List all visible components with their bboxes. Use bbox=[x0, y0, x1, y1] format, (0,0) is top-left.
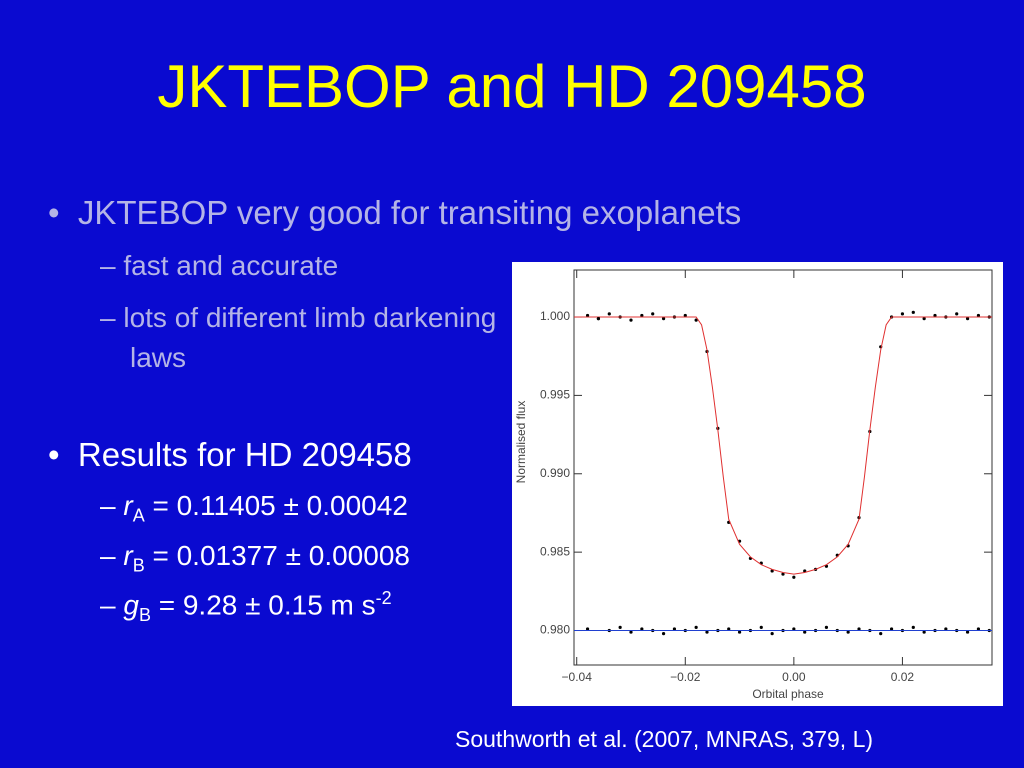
data-point bbox=[640, 313, 644, 318]
data-point bbox=[933, 313, 937, 318]
data-point bbox=[737, 630, 742, 634]
data-point bbox=[651, 312, 655, 316]
x-tick-label: −0.02 bbox=[670, 670, 701, 684]
sub-bullet: – rA = 0.11405 ± 0.00042 bbox=[100, 490, 408, 526]
x-axis-label: Orbital phase bbox=[752, 687, 824, 701]
sub-text: fast and accurate bbox=[123, 250, 339, 281]
subscript: A bbox=[132, 505, 145, 526]
data-point bbox=[944, 627, 948, 631]
symbol: r bbox=[123, 490, 133, 521]
y-tick-label: 1.000 bbox=[540, 309, 570, 323]
sub-text: = 0.11405 ± 0.00042 bbox=[144, 490, 408, 521]
bullet: • JKTEBOP very good for transiting exopl… bbox=[48, 194, 742, 231]
data-point bbox=[629, 318, 633, 322]
symbol: g bbox=[123, 589, 139, 621]
sub-bullet: – fast and accurate bbox=[100, 250, 339, 281]
data-point bbox=[911, 310, 915, 314]
subscript: B bbox=[132, 555, 145, 576]
model-line bbox=[574, 316, 992, 575]
x-tick-label: 0.02 bbox=[891, 670, 915, 684]
data-point bbox=[759, 625, 763, 629]
y-tick-label: 0.990 bbox=[540, 466, 570, 480]
slide-title: JKTEBOP and HD 209458 bbox=[157, 53, 867, 120]
y-axis-label: Normalised flux bbox=[514, 401, 528, 484]
data-point bbox=[640, 627, 644, 631]
data-point bbox=[618, 625, 622, 629]
data-point bbox=[727, 627, 731, 631]
data-point bbox=[922, 316, 926, 321]
superscript: -2 bbox=[375, 588, 392, 608]
data-point bbox=[596, 316, 601, 321]
data-point bbox=[694, 318, 698, 322]
bullet: • Results for HD 209458 bbox=[48, 436, 412, 473]
data-point bbox=[922, 630, 926, 634]
data-point bbox=[629, 630, 633, 634]
symbol: r bbox=[123, 540, 133, 571]
data-point bbox=[803, 630, 807, 634]
data-point bbox=[770, 632, 774, 636]
data-point bbox=[857, 627, 861, 631]
chart: Orbital phase Normalised flux 0.980 0.985… bbox=[512, 262, 1003, 706]
sub-text: = 9.28 ± 0.15 m s bbox=[150, 589, 376, 621]
plot-frame bbox=[573, 269, 993, 666]
y-tick-label: 0.995 bbox=[540, 388, 570, 402]
data-point bbox=[781, 572, 785, 576]
sub-bullet: – lots of different limb darkening laws bbox=[100, 302, 497, 373]
data-point bbox=[683, 313, 687, 318]
data-point bbox=[705, 630, 709, 634]
data-point bbox=[889, 627, 894, 631]
y-tick-label: 0.980 bbox=[540, 623, 570, 637]
data-point bbox=[846, 630, 850, 634]
chart-background bbox=[512, 262, 1003, 706]
sub-text: = 0.01377 ± 0.00008 bbox=[144, 540, 410, 571]
data-point bbox=[803, 569, 807, 573]
sub-bullet: – rB = 0.01377 ± 0.00008 bbox=[100, 540, 410, 576]
data-point bbox=[965, 630, 970, 634]
data-point bbox=[976, 627, 981, 631]
data-point bbox=[792, 575, 796, 579]
sub-bullet: – gB = 9.28 ± 0.15 m s-2 bbox=[100, 588, 392, 625]
bullet-text: JKTEBOP very good for transiting exoplan… bbox=[77, 194, 742, 231]
data-point bbox=[585, 313, 590, 318]
data-point bbox=[792, 627, 796, 631]
data-point bbox=[770, 569, 774, 573]
y-tick-label: 0.985 bbox=[540, 544, 570, 558]
data-point bbox=[879, 632, 883, 636]
data-point bbox=[900, 312, 905, 316]
x-tick-label: 0.00 bbox=[782, 670, 806, 684]
data-point bbox=[694, 625, 698, 629]
data-point bbox=[965, 316, 970, 321]
data-point bbox=[672, 627, 677, 631]
bullet-text: Results for HD 209458 bbox=[77, 436, 412, 473]
data-point bbox=[607, 312, 611, 316]
data-point bbox=[911, 625, 915, 629]
x-tick-label: −0.04 bbox=[562, 670, 593, 684]
data-point bbox=[661, 316, 666, 321]
citation: Southworth et al. (2007, MNRAS, 379, L) bbox=[455, 726, 874, 752]
subscript: B bbox=[138, 604, 151, 625]
sub-text: lots of different limb darkening laws bbox=[123, 302, 497, 373]
data-point bbox=[585, 627, 590, 631]
data-point bbox=[955, 312, 959, 316]
data-point bbox=[976, 313, 981, 318]
data-point bbox=[661, 632, 666, 636]
data-point bbox=[824, 625, 829, 629]
